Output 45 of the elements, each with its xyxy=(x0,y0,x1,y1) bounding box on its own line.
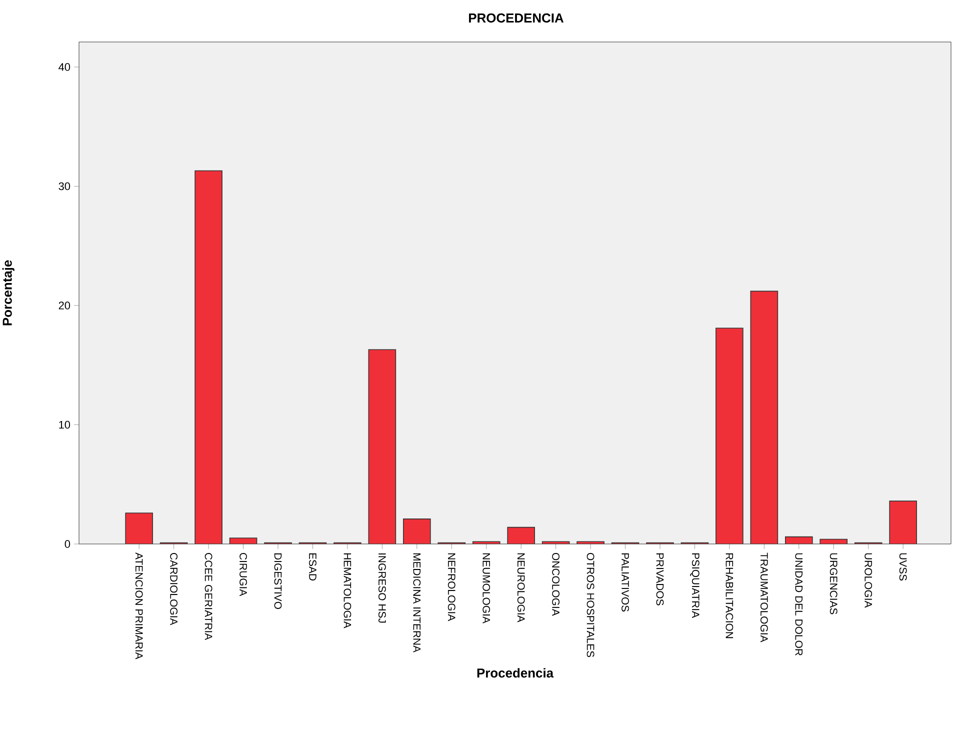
x-tick-label: PALIATIVOS xyxy=(622,553,629,612)
x-tick-label: DIGESTIVO xyxy=(274,553,282,609)
x-tick-label: PSIQUIATRIA xyxy=(690,553,700,618)
bar xyxy=(125,512,153,544)
x-tick-label: ESAD xyxy=(309,553,316,580)
bar xyxy=(368,349,396,544)
bar xyxy=(542,541,570,544)
y-tick-label: 30 xyxy=(58,182,70,190)
x-tick-label: UROLOGIA xyxy=(864,553,872,608)
bar xyxy=(716,328,744,544)
x-tick-label: MEDICINA INTERNA xyxy=(413,553,421,652)
x-axis-title: Procedencia xyxy=(477,668,554,678)
x-tick-label: URGENCIAS xyxy=(830,553,838,614)
y-tick-label: 10 xyxy=(59,420,70,429)
bar xyxy=(229,538,258,544)
chart-title: PROCEDENCIA xyxy=(469,13,564,23)
bar xyxy=(472,541,500,544)
x-tick-label: ONCOLOGIA xyxy=(552,553,560,616)
bar xyxy=(194,170,222,544)
x-tick-label: UNIDAD DEL DOLOR xyxy=(795,553,803,656)
x-tick-label: INGRESO HSJ xyxy=(378,553,386,623)
bar xyxy=(785,536,813,544)
x-tick-label: OTROS HOSPITALES xyxy=(586,553,594,658)
x-tick-label: CIRUGIA xyxy=(240,553,247,596)
y-tick-label: 40 xyxy=(58,63,70,71)
x-tick-label: NEUMOLOGIA xyxy=(482,553,490,624)
x-tick-label: CARDIOLOGIA xyxy=(170,553,178,626)
x-tick-label: REHABILITACION xyxy=(726,553,734,638)
x-tick-label: CCEE GERIATRIA xyxy=(204,553,212,640)
x-tick-label: UVSS xyxy=(899,553,907,581)
x-tick-label: HEMATOLOGIA xyxy=(344,553,352,628)
bar xyxy=(507,526,535,544)
x-tick-label: NEFROLOGIA xyxy=(448,553,456,622)
bar xyxy=(750,290,778,544)
bar xyxy=(576,541,604,544)
x-tick-label: TRAUMATOLOGIA xyxy=(760,552,768,642)
y-tick-label: 20 xyxy=(58,302,70,310)
x-tick-label: PRIVADOS xyxy=(656,553,664,606)
y-tick-label: 0 xyxy=(64,540,70,548)
bar xyxy=(889,500,917,544)
bar xyxy=(820,538,848,544)
x-tick-label: ATENCION PRIMARIA xyxy=(135,552,143,660)
bar xyxy=(403,518,431,544)
y-axis-title: Porcentaje xyxy=(2,260,14,326)
x-tick-label: NEUROLOGIA xyxy=(517,553,525,622)
